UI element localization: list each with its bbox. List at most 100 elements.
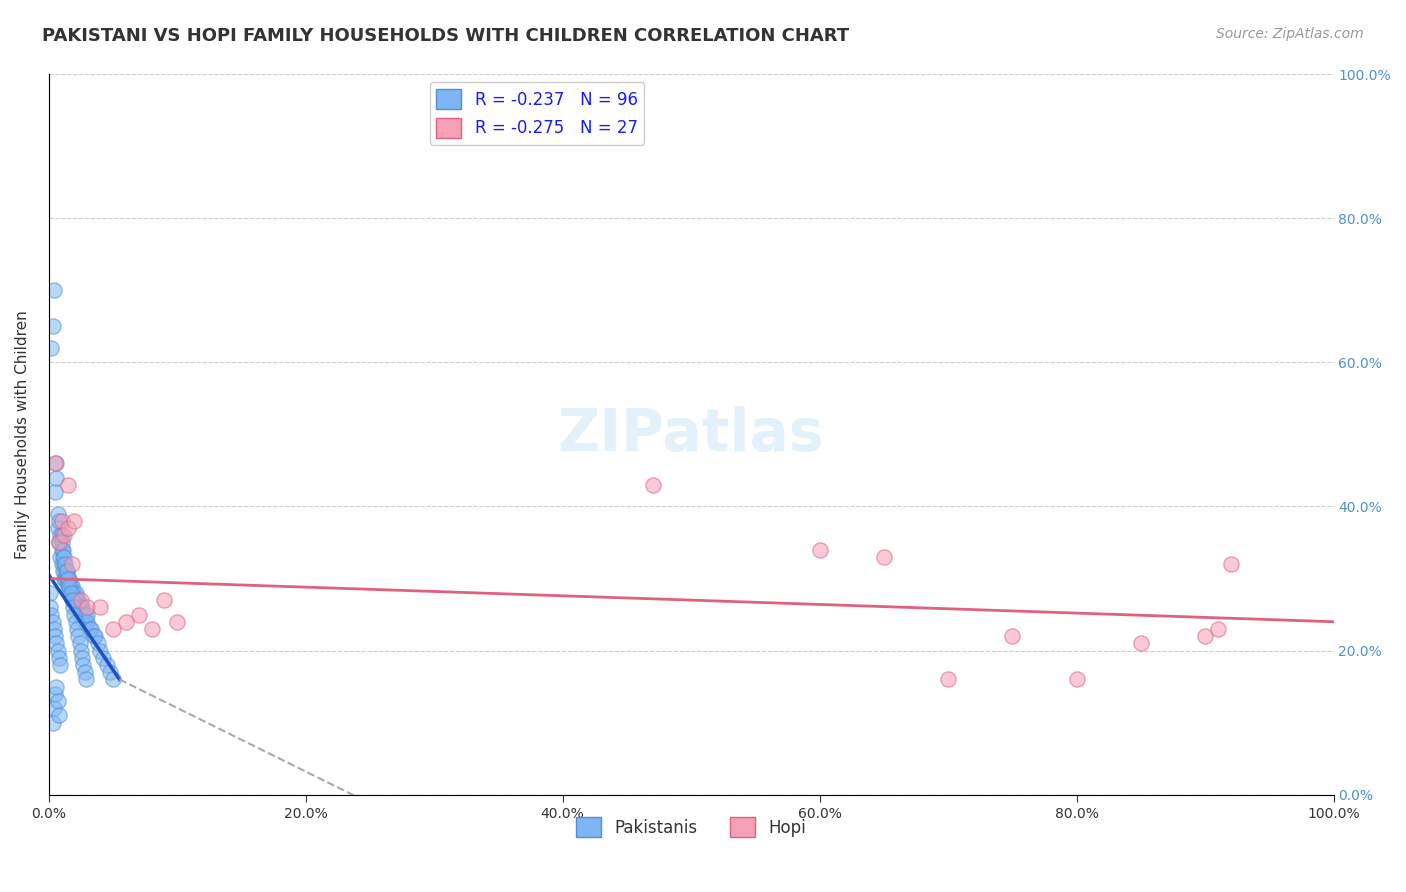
Point — [48, 535, 70, 549]
Point — [53, 549, 76, 564]
Point — [63, 586, 86, 600]
Point — [56, 572, 79, 586]
Point — [73, 615, 96, 629]
Point — [55, 564, 77, 578]
Point — [49, 657, 72, 672]
Point — [46, 507, 69, 521]
Point — [936, 673, 959, 687]
Point — [39, 586, 62, 600]
Point — [76, 615, 98, 629]
Point — [63, 514, 86, 528]
Point — [76, 600, 98, 615]
Point — [51, 514, 73, 528]
Point — [80, 622, 103, 636]
Point — [45, 456, 67, 470]
Point — [48, 650, 70, 665]
Point — [56, 478, 79, 492]
Point — [58, 572, 80, 586]
Point — [51, 557, 73, 571]
Point — [58, 579, 80, 593]
Point — [60, 557, 83, 571]
Point — [46, 694, 69, 708]
Point — [101, 622, 124, 636]
Point — [44, 629, 66, 643]
Point — [52, 564, 75, 578]
Point — [41, 715, 63, 730]
Point — [1206, 622, 1229, 636]
Point — [66, 622, 89, 636]
Point — [1001, 629, 1024, 643]
Point — [96, 657, 118, 672]
Point — [60, 593, 83, 607]
Text: PAKISTANI VS HOPI FAMILY HOUSEHOLDS WITH CHILDREN CORRELATION CHART: PAKISTANI VS HOPI FAMILY HOUSEHOLDS WITH… — [42, 27, 849, 45]
Point — [83, 629, 105, 643]
Point — [59, 586, 82, 600]
Point — [39, 600, 62, 615]
Text: Source: ZipAtlas.com: Source: ZipAtlas.com — [1216, 27, 1364, 41]
Point — [41, 341, 63, 355]
Point — [1219, 557, 1241, 571]
Point — [51, 535, 73, 549]
Point — [55, 557, 77, 571]
Point — [51, 542, 73, 557]
Point — [70, 643, 93, 657]
Point — [45, 470, 67, 484]
Point — [65, 615, 87, 629]
Point — [66, 600, 89, 615]
Point — [41, 319, 63, 334]
Point — [41, 615, 63, 629]
Point — [89, 600, 111, 615]
Point — [166, 615, 188, 629]
Point — [42, 701, 65, 715]
Point — [641, 478, 664, 492]
Point — [67, 593, 90, 607]
Point — [48, 708, 70, 723]
Point — [62, 593, 84, 607]
Point — [76, 607, 98, 622]
Point — [53, 572, 76, 586]
Point — [69, 600, 91, 615]
Point — [55, 564, 77, 578]
Point — [1194, 629, 1216, 643]
Point — [1129, 636, 1152, 650]
Point — [46, 643, 69, 657]
Point — [56, 521, 79, 535]
Point — [42, 622, 65, 636]
Point — [153, 593, 176, 607]
Point — [70, 600, 93, 615]
Point — [1066, 673, 1088, 687]
Point — [70, 650, 93, 665]
Point — [73, 607, 96, 622]
Y-axis label: Family Households with Children: Family Households with Children — [15, 310, 30, 558]
Point — [808, 542, 831, 557]
Point — [91, 650, 114, 665]
Point — [55, 572, 77, 586]
Point — [128, 607, 150, 622]
Point — [56, 579, 79, 593]
Point — [79, 622, 101, 636]
Point — [53, 557, 76, 571]
Point — [73, 665, 96, 680]
Point — [45, 680, 67, 694]
Point — [41, 607, 63, 622]
Point — [51, 528, 73, 542]
Point — [70, 607, 93, 622]
Point — [89, 643, 111, 657]
Point — [60, 586, 83, 600]
Point — [53, 528, 76, 542]
Legend: Pakistanis, Hopi: Pakistanis, Hopi — [569, 810, 813, 844]
Point — [46, 521, 69, 535]
Point — [67, 629, 90, 643]
Point — [48, 514, 70, 528]
Point — [65, 586, 87, 600]
Point — [45, 636, 67, 650]
Point — [62, 600, 84, 615]
Point — [62, 586, 84, 600]
Point — [56, 572, 79, 586]
Point — [101, 673, 124, 687]
Point — [60, 579, 83, 593]
Point — [70, 600, 93, 615]
Point — [84, 629, 107, 643]
Point — [49, 528, 72, 542]
Point — [42, 283, 65, 297]
